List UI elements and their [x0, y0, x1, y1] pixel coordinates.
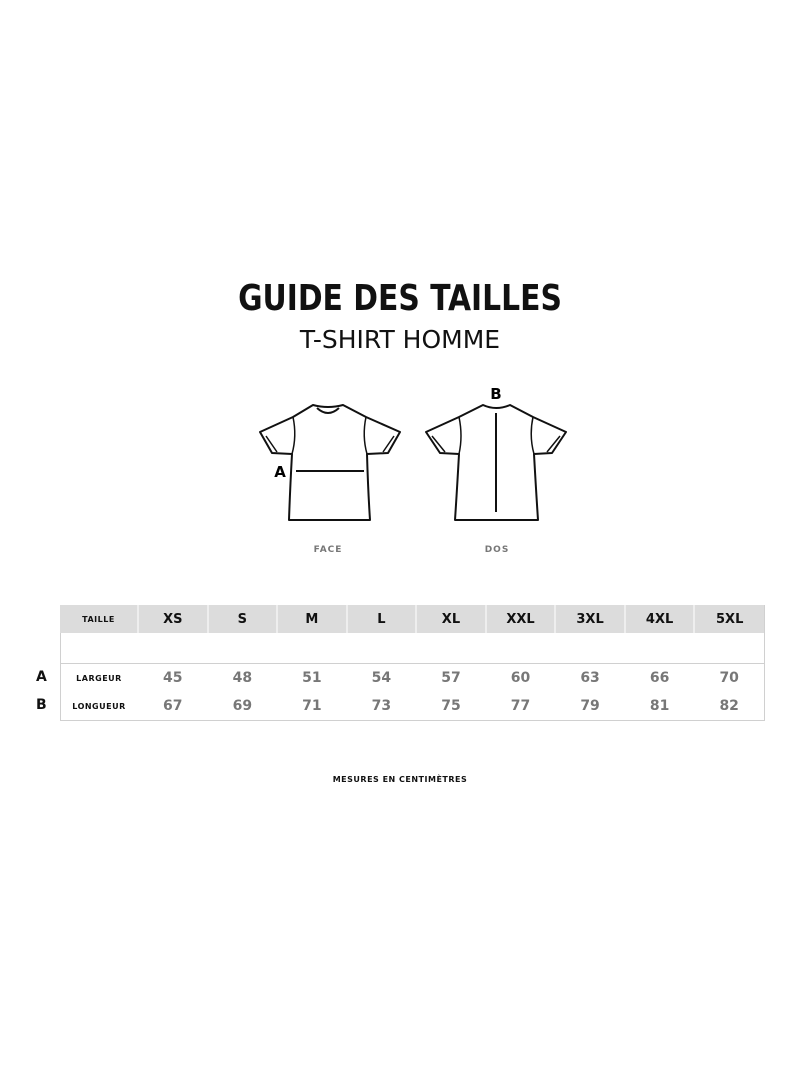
- cell: 73: [371, 698, 392, 714]
- size-xl: XL: [415, 605, 486, 633]
- face-caption: FACE: [313, 545, 343, 555]
- cell: 66: [649, 670, 670, 686]
- size-3xl: 3XL: [554, 605, 625, 633]
- table-row-largeur: LARGEUR 45 48 51 54 57 60 63 66 70: [60, 664, 764, 693]
- size-xs: XS: [137, 605, 208, 633]
- tshirt-back-icon: [425, 404, 567, 521]
- row-label: LARGEUR: [76, 673, 122, 683]
- cell: 70: [719, 670, 739, 686]
- cell: 82: [719, 698, 739, 714]
- page-title: GUIDE DES TAILLES: [238, 278, 562, 319]
- header-taille: TAILLE: [60, 605, 138, 633]
- size-m: M: [276, 605, 347, 633]
- spacer-row: [60, 633, 764, 664]
- row-label: LONGUEUR: [72, 701, 126, 711]
- cell: 77: [510, 698, 531, 714]
- size-header-row: TAILLE XS S M L XL XXL 3XL 4XL 5XL: [60, 605, 764, 633]
- cell: 63: [580, 670, 600, 686]
- measure-b-label: B: [490, 385, 501, 403]
- page-subtitle: T-SHIRT HOMME: [299, 325, 501, 354]
- cell: 81: [649, 698, 670, 714]
- cell: 79: [580, 698, 600, 714]
- units-note: MESURES EN CENTIMÈTRES: [332, 775, 468, 784]
- row-key-b: B: [36, 697, 47, 713]
- cell: 69: [232, 698, 253, 714]
- tshirt-diagram: A B: [259, 385, 567, 521]
- cell: 54: [371, 670, 392, 686]
- cell: 57: [441, 670, 461, 686]
- row-key-a: A: [36, 669, 47, 685]
- cell: 60: [510, 670, 531, 686]
- cell: 75: [441, 698, 461, 714]
- back-caption: DOS: [484, 545, 510, 555]
- cell: 67: [163, 698, 183, 714]
- measure-a-label: A: [274, 463, 286, 481]
- cell: 51: [302, 670, 322, 686]
- size-xxl: XXL: [484, 605, 556, 633]
- size-s: S: [206, 605, 278, 633]
- size-l: L: [345, 605, 417, 633]
- table-row-longueur: LONGUEUR 67 69 71 73 75 77 79 81 82: [60, 692, 764, 720]
- tshirt-front-icon: [259, 404, 401, 521]
- cell: 45: [163, 670, 183, 686]
- cell: 71: [302, 698, 322, 714]
- cell: 48: [232, 670, 253, 686]
- size-4xl: 4XL: [623, 605, 695, 633]
- size-5xl: 5XL: [693, 605, 764, 633]
- size-table: TAILLE XS S M L XL XXL 3XL 4XL 5XL LARGE…: [60, 605, 764, 720]
